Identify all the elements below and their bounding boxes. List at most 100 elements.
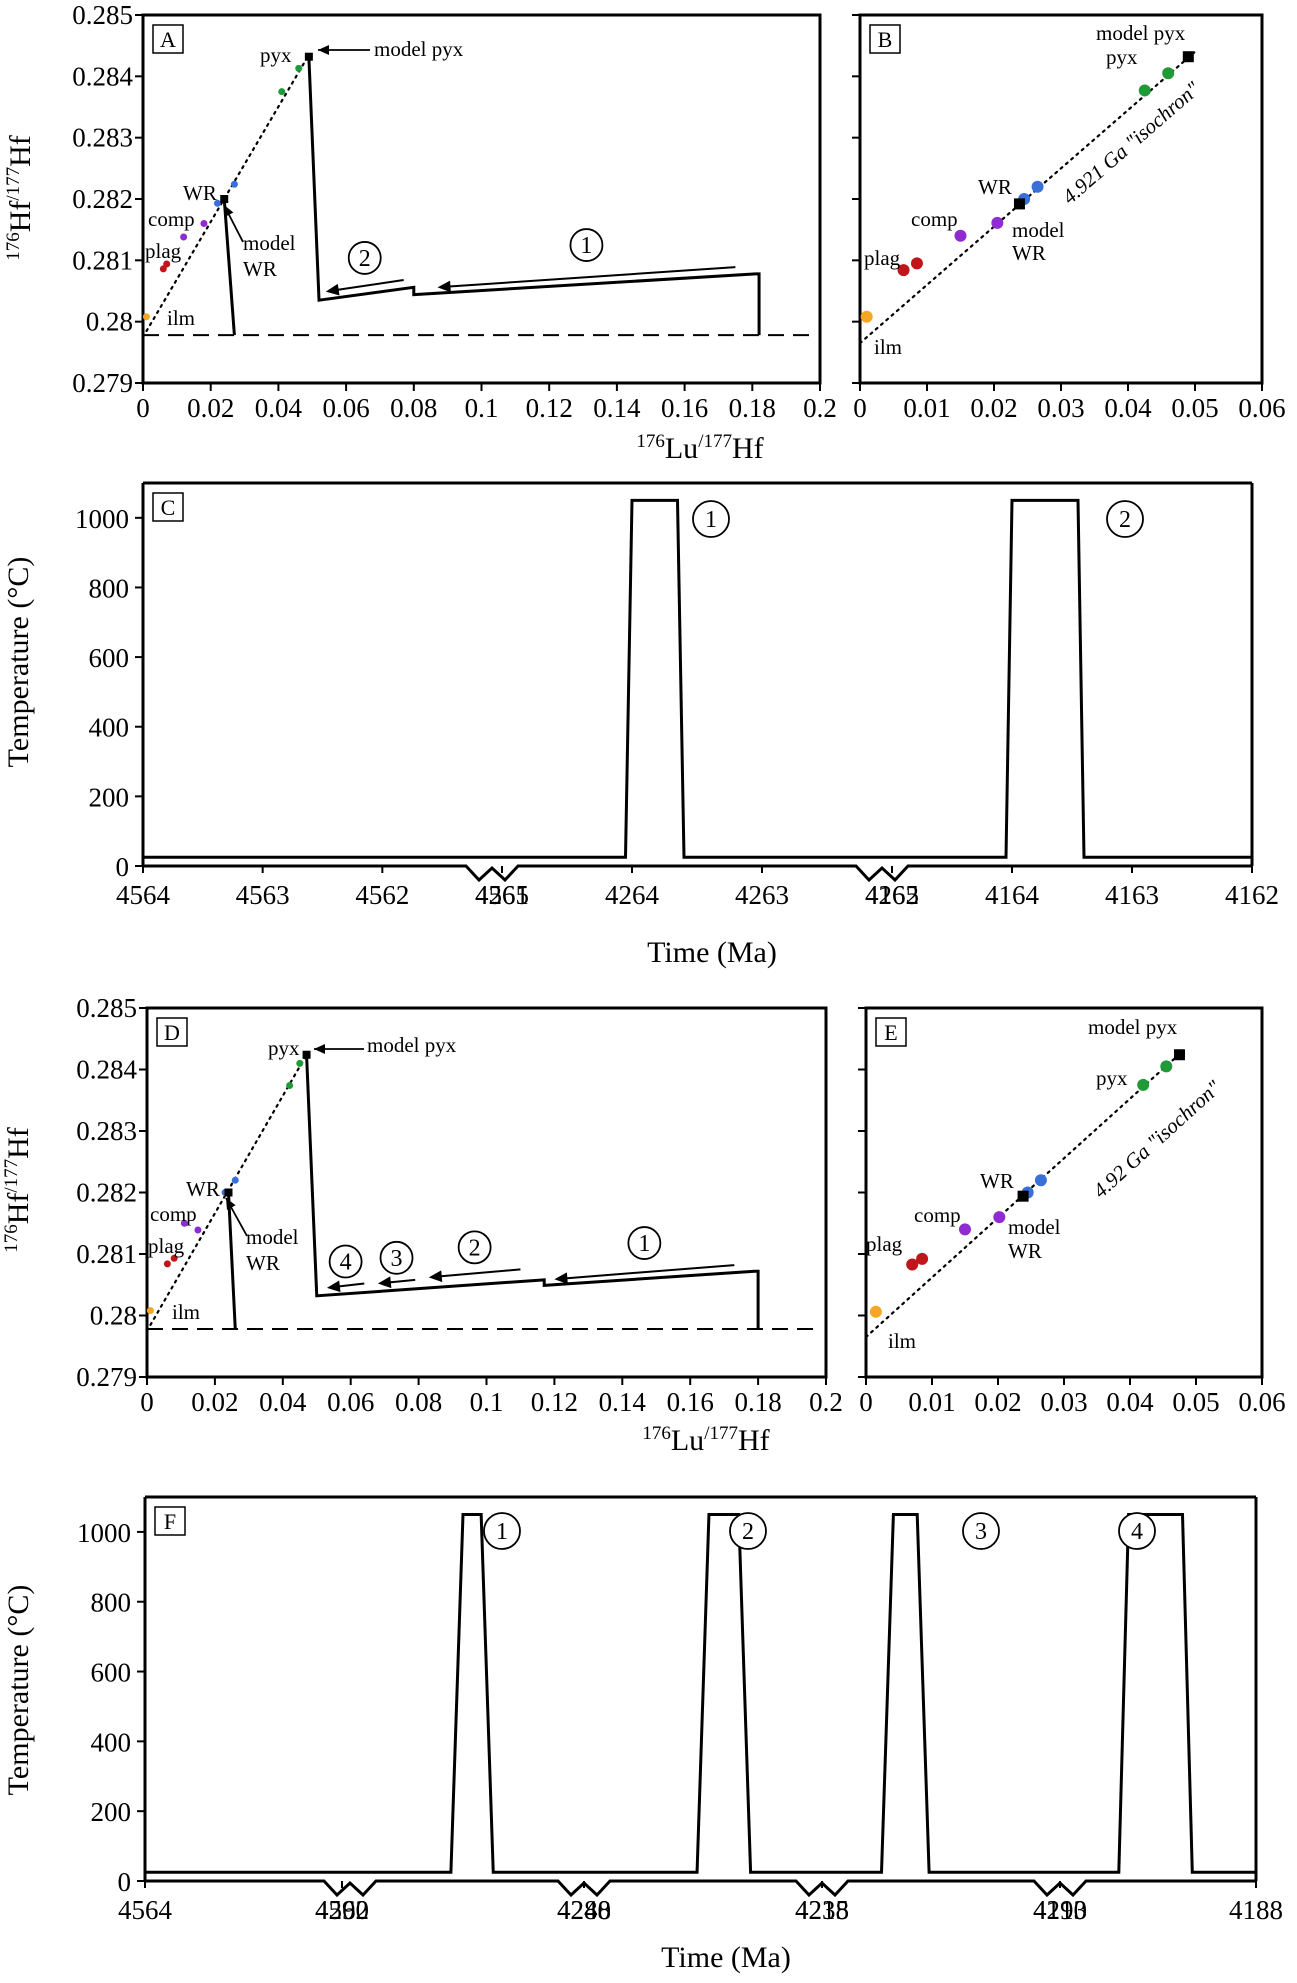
- panel-D-ylabel: 176Hf/177Hf: [1, 1127, 35, 1253]
- panel-F-event-3-label: 3: [975, 1519, 987, 1545]
- panel-F-letter: F: [164, 1509, 176, 1534]
- panel-E-frame: [864, 1006, 1264, 1379]
- panel-F-event-3: 3: [962, 1512, 1000, 1550]
- panel-C-xtick-label: 4263: [735, 880, 789, 910]
- panel-F-thermal-history: [145, 1512, 1256, 1874]
- panel-B-label-ilm: ilm: [874, 335, 902, 359]
- panel-A-xtick-label: 0.06: [322, 393, 369, 423]
- panel-C-ytick-label: 800: [89, 573, 130, 603]
- panel-E-label-model: model: [1008, 1215, 1061, 1239]
- panel-E-point-plag: [906, 1258, 919, 1271]
- panel-D-label-ilm: ilm: [172, 1300, 200, 1324]
- panel-D-xtick-label: 0.08: [395, 1387, 442, 1417]
- panel-B-label-WR: WR: [978, 175, 1012, 199]
- panel-A-series-model-WR-path: [222, 198, 236, 336]
- panel-F-time-axis: [145, 1879, 1256, 1898]
- panel-D-point-pyx: [286, 1081, 294, 1089]
- panel-E-point-pyx: [1137, 1078, 1150, 1091]
- panel-A-point-plag: [159, 265, 167, 273]
- panel-C-letter-box: [152, 492, 184, 522]
- panel-D-point-ilm: [146, 1307, 154, 1315]
- panel-D-label-WR: WR: [246, 1251, 280, 1275]
- panel-B-xtick-label: 0: [853, 393, 867, 423]
- panel-C-xtick-label: 4561: [475, 880, 529, 910]
- panel-D-xtick-label: 0.12: [531, 1387, 578, 1417]
- panel-B-xtick-label: 0.02: [970, 393, 1017, 423]
- panel-E-label-WR: WR: [1008, 1239, 1042, 1263]
- panel-C-xtick-label: 4165: [865, 880, 919, 910]
- panel-F-xtick-label: 4240: [557, 1895, 611, 1925]
- panel-D-ytick-label: 0.284: [76, 1055, 137, 1085]
- panel-A-event-2-circle: [347, 241, 382, 275]
- panel-F-ytick-label: 200: [91, 1797, 132, 1827]
- panel-F-xtick-label: 4564: [118, 1895, 173, 1925]
- panel-A-point-comp: [180, 233, 188, 241]
- panel-C-letter: C: [161, 495, 176, 520]
- panel-A-event-1-circle: [569, 228, 604, 262]
- panel-A-model-pyx: [304, 52, 313, 61]
- panel-B-label-WR: WR: [1012, 241, 1046, 265]
- panel-C-xlabel: Time (Ma): [647, 936, 777, 969]
- panel-D-point-plag: [170, 1254, 178, 1262]
- panel-D-label-comp: comp: [150, 1202, 197, 1226]
- panel-A-label-model: model: [243, 231, 296, 255]
- panel-D-event-arrowhead: [377, 1276, 392, 1289]
- panel-A-event-1-label: 1: [580, 233, 592, 259]
- panel-D-event-1-circle: [627, 1226, 662, 1260]
- panel-E-xtick-label: 0.01: [908, 1387, 955, 1417]
- panel-E-point-plag: [916, 1252, 929, 1265]
- panel-D-xtick-label: 0: [140, 1387, 154, 1417]
- panel-A-ytick-label: 0.28: [86, 307, 133, 337]
- panel-A-ytick-label: 0.279: [72, 368, 133, 398]
- panel-F-event-1-circle: [483, 1512, 521, 1550]
- panel-C-event-2-label: 2: [1119, 507, 1131, 533]
- panel-F-event-2: 2: [729, 1512, 767, 1550]
- panel-B-point-comp: [991, 216, 1004, 229]
- panel-A-xtick-label: 0.04: [255, 393, 303, 423]
- panel-E-letter-box: [875, 1017, 907, 1047]
- panel-C-xtick-label: 4563: [236, 880, 290, 910]
- panel-C-event-2: 2: [1106, 500, 1144, 538]
- panel-D-event-1: 1: [627, 1226, 662, 1260]
- panel-B-xtick-label: 0.06: [1238, 393, 1285, 423]
- panel-D-event-3: 3: [379, 1240, 414, 1275]
- panel-F-xtick-label: 4215: [795, 1895, 849, 1925]
- panel-E-label-model-pyx: model pyx: [1088, 1015, 1178, 1039]
- panel-D-xtick-label: 0.16: [667, 1387, 714, 1417]
- panel-E-label-comp: comp: [914, 1203, 961, 1227]
- panel-C-ytick-label: 400: [89, 713, 130, 743]
- panel-C-xtick-label: 4264: [605, 880, 660, 910]
- panel-A-point-plag: [163, 260, 171, 268]
- panel-B-label-plag: plag: [864, 246, 901, 270]
- panel-C-xtick-label: 4262: [865, 880, 919, 910]
- panel-D-label-pyx: pyx: [268, 1036, 300, 1060]
- panel-A-point-comp: [200, 220, 208, 228]
- panel-A-xtick-label: 0.12: [526, 393, 573, 423]
- panel-F-xtick-label: 4238: [795, 1895, 849, 1925]
- panel-D-xlabel: 176Lu/177Hf: [642, 1423, 769, 1457]
- panel-A-xtick-label: 0.2: [803, 393, 837, 423]
- panel-C-xtick-label: 4265: [475, 880, 529, 910]
- panel-B-label-model-pyx: model pyx: [1096, 21, 1186, 45]
- panel-A-label-plag: plag: [145, 239, 182, 263]
- panel-F-xtick-label: 4188: [1229, 1895, 1283, 1925]
- panel-C-xtick-label: 4164: [985, 880, 1040, 910]
- panel-D-event-arrowhead: [326, 1280, 341, 1293]
- panel-F-event-2-circle: [729, 1512, 767, 1550]
- panel-D-event-4-label: 4: [340, 1250, 352, 1276]
- panel-D-event-4-circle: [328, 1244, 363, 1279]
- panel-D-series-model-pyx-path: [305, 1054, 760, 1330]
- panel-C-time-axis: [143, 864, 1252, 883]
- panel-D-label-model-pyx: model pyx: [367, 1033, 457, 1057]
- panel-F-event-4: 4: [1118, 1512, 1156, 1550]
- panel-F-ytick-label: 0: [118, 1867, 132, 1897]
- panel-D-event-2: 2: [457, 1230, 492, 1265]
- panel-B-isochron: [858, 50, 1197, 345]
- panel-A-point-WR: [230, 180, 238, 188]
- panel-E-xtick-label: 0.05: [1172, 1387, 1219, 1417]
- panel-F-event-4-circle: [1118, 1512, 1156, 1550]
- panel-C-xtick-label: 4562: [355, 880, 409, 910]
- panel-A-xtick-label: 0.08: [390, 393, 437, 423]
- panel-F-xtick-label: 4190: [1033, 1895, 1087, 1925]
- panel-C-event-1-label: 1: [705, 507, 717, 533]
